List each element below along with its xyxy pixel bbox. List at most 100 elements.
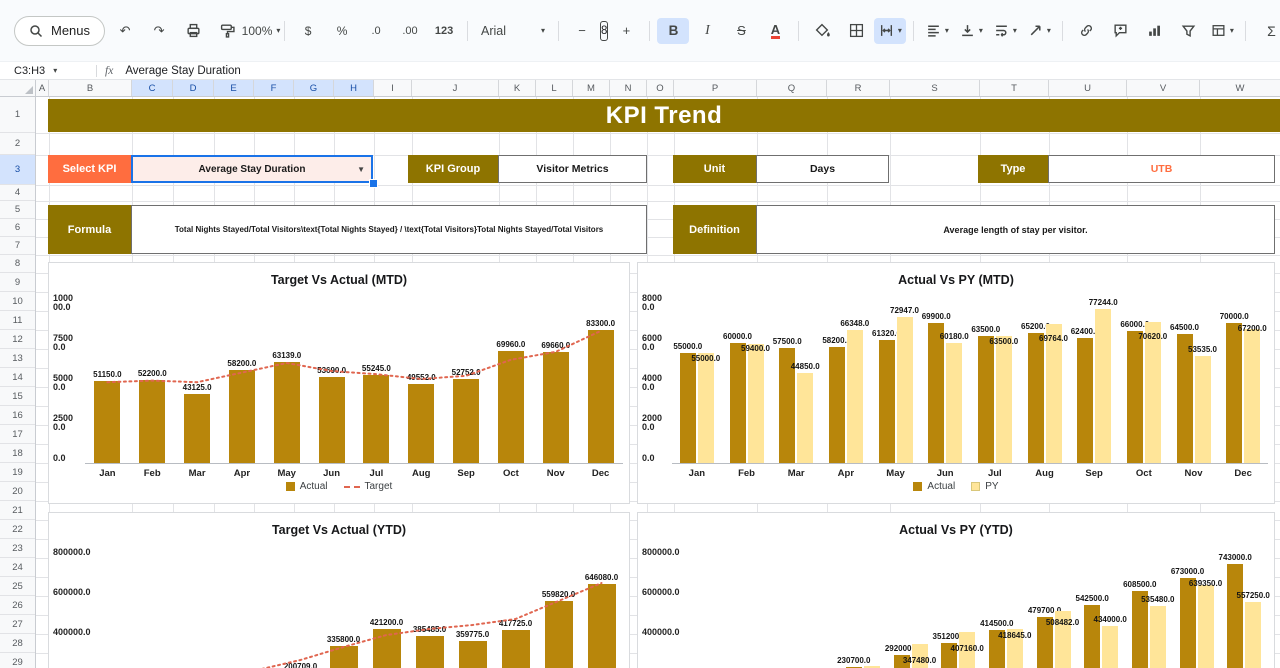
strikethrough-button[interactable]: S (725, 18, 757, 44)
increase-font-size-button[interactable]: + (610, 18, 642, 44)
row-header-24[interactable]: 24 (0, 558, 35, 577)
decrease-font-size-button[interactable]: − (566, 18, 598, 44)
italic-button[interactable]: I (691, 18, 723, 44)
column-header-H[interactable]: H (334, 80, 374, 96)
row-header-12[interactable]: 12 (0, 330, 35, 349)
bold-button[interactable]: B (657, 18, 689, 44)
font-size-input[interactable]: 8 (600, 21, 608, 41)
row-header-15[interactable]: 15 (0, 387, 35, 406)
row-header-26[interactable]: 26 (0, 596, 35, 615)
row-header-11[interactable]: 11 (0, 311, 35, 330)
column-header-R[interactable]: R (827, 80, 890, 96)
row-header-2[interactable]: 2 (0, 133, 35, 155)
column-header-A[interactable]: A (36, 80, 49, 96)
percent-format-button[interactable]: % (326, 18, 358, 44)
column-header-L[interactable]: L (536, 80, 573, 96)
column-header-B[interactable]: B (49, 80, 132, 96)
row-header-21[interactable]: 21 (0, 501, 35, 520)
borders-button[interactable] (840, 18, 872, 44)
row-header-6[interactable]: 6 (0, 219, 35, 237)
column-header-J[interactable]: J (412, 80, 499, 96)
row-header-18[interactable]: 18 (0, 444, 35, 463)
decrease-decimal-button[interactable]: .0 (360, 18, 392, 44)
zoom-selector[interactable]: 100%▾ (245, 18, 277, 44)
row-header-9[interactable]: 9 (0, 273, 35, 292)
undo-button[interactable]: ↶ (109, 18, 141, 44)
row-header-22[interactable]: 22 (0, 520, 35, 539)
sheet-grid[interactable]: KPI Trend Select KPI Average Stay Durati… (36, 97, 1280, 668)
horizontal-align-button[interactable]: ▾ (921, 18, 953, 44)
Actual-bar (680, 353, 696, 463)
redo-button[interactable]: ↷ (143, 18, 175, 44)
kpi-dropdown[interactable]: Average Stay Duration ▼ (131, 155, 373, 183)
column-header-P[interactable]: P (674, 80, 757, 96)
column-header-M[interactable]: M (573, 80, 610, 96)
row-header-27[interactable]: 27 (0, 615, 35, 634)
row-header-28[interactable]: 28 (0, 634, 35, 653)
row-header-7[interactable]: 7 (0, 237, 35, 255)
paint-format-button[interactable] (211, 18, 243, 44)
currency-format-button[interactable]: $ (292, 18, 324, 44)
row-header-3[interactable]: 3 (0, 155, 35, 185)
chart-target-vs-actual-mtd[interactable]: Target Vs Actual (MTD)0.025000.050000.07… (48, 262, 630, 504)
row-header-8[interactable]: 8 (0, 255, 35, 273)
number-format-button[interactable]: 123 (428, 18, 460, 44)
text-wrap-button[interactable]: ▾ (989, 18, 1021, 44)
Actual-bar (978, 336, 994, 463)
row-header-17[interactable]: 17 (0, 425, 35, 444)
search-icon (29, 24, 43, 38)
increase-decimal-button[interactable]: .00 (394, 18, 426, 44)
row-header-19[interactable]: 19 (0, 463, 35, 482)
print-button[interactable] (177, 18, 209, 44)
column-header-D[interactable]: D (173, 80, 214, 96)
chart-target-vs-actual-ytd[interactable]: Target Vs Actual (YTD)0.0200000.0400000.… (48, 512, 630, 668)
column-header-E[interactable]: E (214, 80, 254, 96)
row-header-29[interactable]: 29 (0, 653, 35, 668)
column-header-I[interactable]: I (374, 80, 412, 96)
column-header-G[interactable]: G (294, 80, 334, 96)
insert-comment-button[interactable] (1104, 18, 1136, 44)
dashboard-title: KPI Trend (48, 99, 1280, 132)
merge-cells-button[interactable]: ▾ (874, 18, 906, 44)
column-header-N[interactable]: N (610, 80, 647, 96)
row-header-4[interactable]: 4 (0, 185, 35, 201)
row-header-1[interactable]: 1 (0, 97, 35, 133)
name-box[interactable]: C3:H3 ▾ (0, 65, 88, 77)
vertical-align-button[interactable]: ▾ (955, 18, 987, 44)
fill-color-button[interactable] (806, 18, 838, 44)
table-views-button[interactable]: ▾ (1206, 18, 1238, 44)
functions-button[interactable]: Σ (1255, 18, 1280, 44)
filter-button[interactable] (1172, 18, 1204, 44)
font-selector[interactable]: Arial▾ (475, 18, 551, 44)
insert-chart-button[interactable] (1138, 18, 1170, 44)
row-header-20[interactable]: 20 (0, 482, 35, 501)
x-axis-label: May (264, 468, 309, 479)
row-header-25[interactable]: 25 (0, 577, 35, 596)
row-header-16[interactable]: 16 (0, 406, 35, 425)
column-header-W[interactable]: W (1200, 80, 1280, 96)
row-header-10[interactable]: 10 (0, 292, 35, 311)
column-header-S[interactable]: S (890, 80, 980, 96)
selection-fill-handle[interactable] (369, 179, 378, 188)
chart-actual-vs-py-mtd[interactable]: Actual Vs PY (MTD)0.020000.040000.060000… (637, 262, 1275, 504)
select-all-corner[interactable] (0, 80, 36, 97)
column-header-U[interactable]: U (1049, 80, 1127, 96)
x-axis-label: Oct (1119, 468, 1169, 479)
column-header-V[interactable]: V (1127, 80, 1200, 96)
menus-button[interactable]: Menus (14, 16, 105, 46)
row-header-14[interactable]: 14 (0, 368, 35, 387)
row-header-13[interactable]: 13 (0, 349, 35, 368)
column-header-C[interactable]: C (132, 80, 173, 96)
column-header-F[interactable]: F (254, 80, 294, 96)
text-rotation-button[interactable]: ▾ (1023, 18, 1055, 44)
chart-actual-vs-py-ytd[interactable]: Actual Vs PY (YTD)0.0200000.0400000.0600… (637, 512, 1275, 668)
row-header-5[interactable]: 5 (0, 201, 35, 219)
formula-input[interactable]: Average Stay Duration (125, 65, 241, 77)
column-header-O[interactable]: O (647, 80, 674, 96)
column-header-Q[interactable]: Q (757, 80, 827, 96)
row-header-23[interactable]: 23 (0, 539, 35, 558)
column-header-K[interactable]: K (499, 80, 536, 96)
insert-link-button[interactable] (1070, 18, 1102, 44)
column-header-T[interactable]: T (980, 80, 1049, 96)
text-color-button[interactable]: A (759, 18, 791, 44)
